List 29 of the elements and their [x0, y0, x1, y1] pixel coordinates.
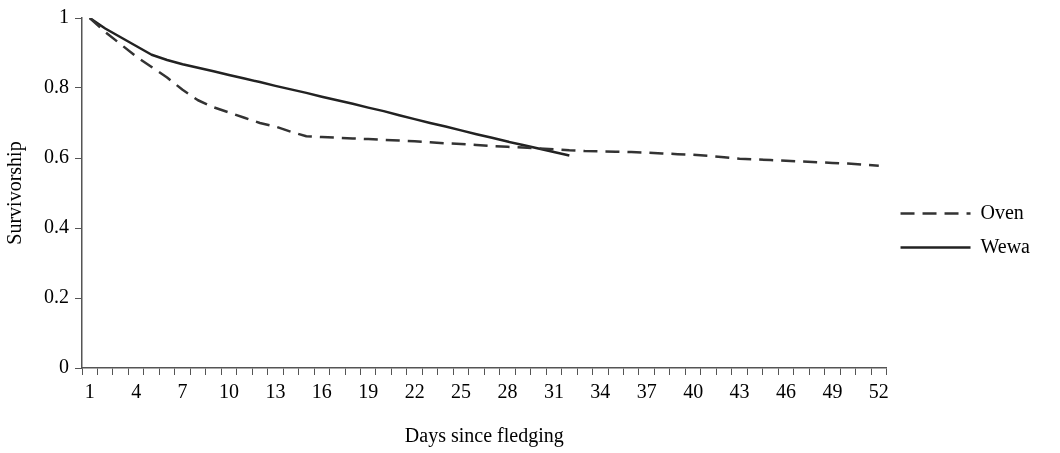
- y-tick-label: 0.2: [44, 285, 69, 308]
- x-tick-label: 52: [868, 380, 889, 403]
- y-tick-label: 0: [59, 355, 69, 378]
- x-tick-label: 34: [590, 380, 611, 403]
- x-tick-label: 7: [177, 380, 188, 403]
- y-tick-label: 0.4: [44, 215, 69, 238]
- x-tick-label: 40: [683, 380, 704, 403]
- x-tick-label: 25: [451, 380, 472, 403]
- y-axis-title: Survivorship: [3, 141, 27, 245]
- x-tick-label: 13: [265, 380, 286, 403]
- x-tick-label: 22: [404, 380, 425, 403]
- x-tick-label: 16: [311, 380, 332, 403]
- x-tick-label: 43: [729, 380, 750, 403]
- x-tick-label: 37: [636, 380, 657, 403]
- y-tick-label: 1: [59, 5, 69, 28]
- x-tick-label: 49: [822, 380, 843, 403]
- x-tick-label: 28: [497, 380, 518, 403]
- y-tick-label: 0.6: [44, 145, 69, 168]
- x-tick-label: 10: [218, 380, 239, 403]
- legend-label: Wewa: [980, 234, 1031, 257]
- legend-label: Oven: [980, 200, 1024, 223]
- line-series: [88, 18, 881, 167]
- x-tick-label: 31: [543, 380, 564, 403]
- y-tick-label: 0.8: [44, 75, 69, 98]
- x-axis-title: Days since fledging: [404, 424, 564, 448]
- x-tick-label: 46: [775, 380, 796, 403]
- x-tick-label: 19: [358, 380, 379, 403]
- x-tick-label: 1: [84, 380, 95, 403]
- x-tick-label: 4: [131, 380, 142, 403]
